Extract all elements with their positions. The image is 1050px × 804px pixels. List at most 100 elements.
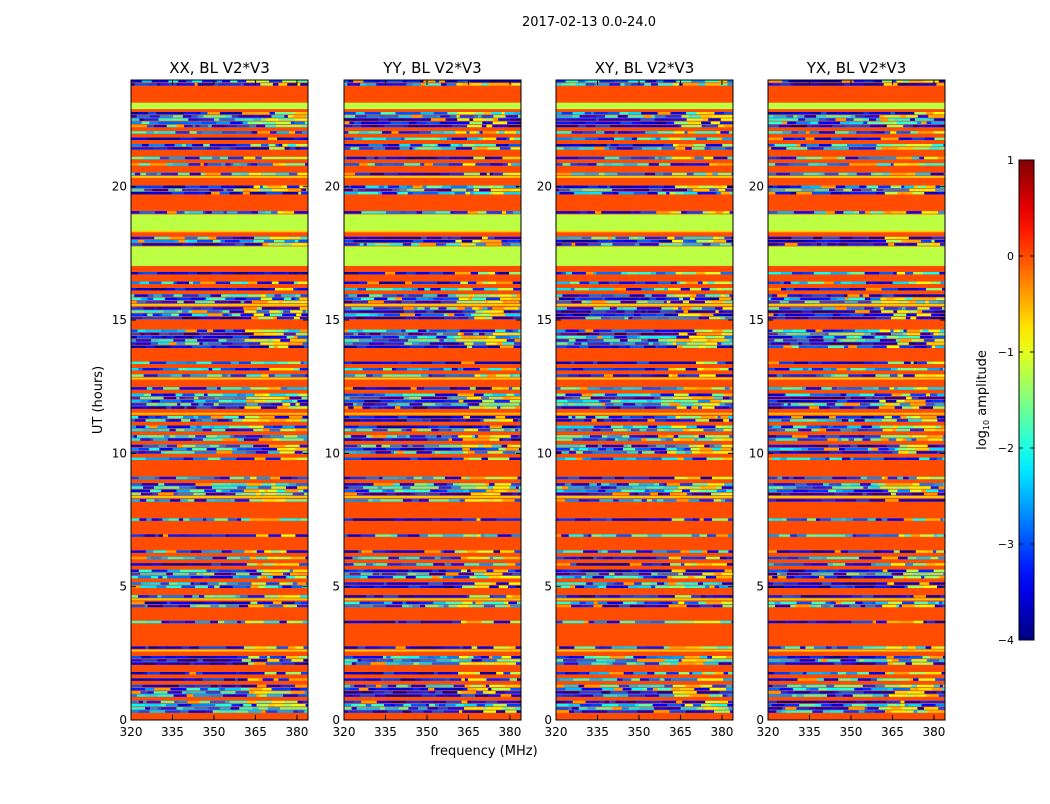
heatmap-cell [379,573,382,575]
heatmap-cell [131,518,140,520]
heatmap-cell [556,253,733,256]
heatmap-cell [177,490,190,492]
heatmap-cell [473,602,476,604]
heatmap-cell [677,282,680,284]
heatmap-cell [131,688,145,690]
heatmap-cell [483,131,496,133]
heatmap-cell [131,240,138,242]
heatmap-cell [602,298,606,300]
heatmap-cell [268,707,281,709]
heatmap-cell [434,112,448,114]
heatmap-cell [399,157,407,159]
heatmap-cell [516,368,519,370]
heatmap-cell [228,419,232,421]
heatmap-cell [365,333,370,335]
heatmap-cell [372,499,380,501]
heatmap-cell [475,451,488,453]
heatmap-cell [399,621,407,623]
heatmap-cell [344,445,357,447]
heatmap-cell [366,189,380,191]
heatmap-cell [505,710,517,712]
heatmap-cell [216,282,231,284]
heatmap-cell [202,131,212,133]
heatmap-cell [257,563,263,565]
heatmap-cell [556,419,572,421]
heatmap-cell [699,534,707,536]
heatmap-cell [597,419,604,421]
heatmap-cell [715,189,719,191]
heatmap-cell [443,416,452,418]
heatmap-cell [373,307,387,309]
heatmap-cell [503,573,513,575]
heatmap-cell [579,499,589,501]
heatmap-cell [131,125,147,127]
heatmap-cell [463,534,473,536]
heatmap-cell [495,240,502,242]
heatmap-cell [468,403,472,405]
heatmap-cell [344,598,521,600]
heatmap-cell [588,186,598,188]
heatmap-cell [415,490,431,492]
heatmap-cell [652,570,660,572]
heatmap-cell [226,605,240,607]
heatmap-cell [182,294,198,296]
heatmap-cell [199,333,210,335]
heatmap-cell [614,688,623,690]
heatmap-cell [715,429,724,431]
heatmap-cell [223,189,227,191]
heatmap-cell [656,445,665,447]
heatmap-cell [344,646,358,648]
heatmap-cell [665,621,681,623]
heatmap-cell [131,99,308,103]
heatmap-cell [275,374,291,376]
heatmap-cell [155,534,159,536]
heatmap-cell [472,298,486,300]
heatmap-cell [226,445,240,447]
heatmap-cell [392,368,396,370]
heatmap-cell [556,445,569,447]
heatmap-cell [422,477,434,479]
heatmap-cell [350,397,360,399]
heatmap-cell [264,362,277,364]
heatmap-cell [382,374,392,376]
heatmap-cell [143,333,150,335]
heatmap-cell [713,659,718,661]
heatmap-cell [403,394,410,396]
heatmap-cell [279,595,285,597]
heatmap-cell [151,339,159,341]
heatmap-cell [142,317,153,319]
heatmap-cell [451,397,467,399]
heatmap-cell [344,83,347,85]
heatmap-cell [211,115,226,117]
heatmap-cell [463,688,467,690]
heatmap-cell [676,272,683,274]
heatmap-cell [625,330,641,332]
heatmap-cell [347,157,360,159]
heatmap-cell [213,307,223,309]
heatmap-cell [587,688,602,690]
heatmap-cell [491,189,502,191]
heatmap-cell [402,486,410,488]
heatmap-cell [344,211,359,213]
heatmap-cell [139,701,143,703]
heatmap-cell [234,435,246,437]
heatmap-cell [512,83,521,85]
heatmap-cell [405,138,418,140]
heatmap-cell [556,650,733,652]
heatmap-cell [395,272,406,274]
heatmap-cell [421,314,436,316]
heatmap-cell [134,186,148,188]
heatmap-cell [141,493,153,495]
heatmap-cell [169,186,186,188]
heatmap-cell [269,368,283,370]
heatmap-cell [301,314,308,316]
heatmap-cell [623,573,639,575]
heatmap-cell [350,595,366,597]
heatmap-cell [237,125,250,127]
heatmap-cell [360,416,375,418]
heatmap-cell [173,282,177,284]
heatmap-cell [296,237,301,239]
heatmap-cell [282,403,290,405]
heatmap-cell [139,211,155,213]
heatmap-cell [131,490,139,492]
